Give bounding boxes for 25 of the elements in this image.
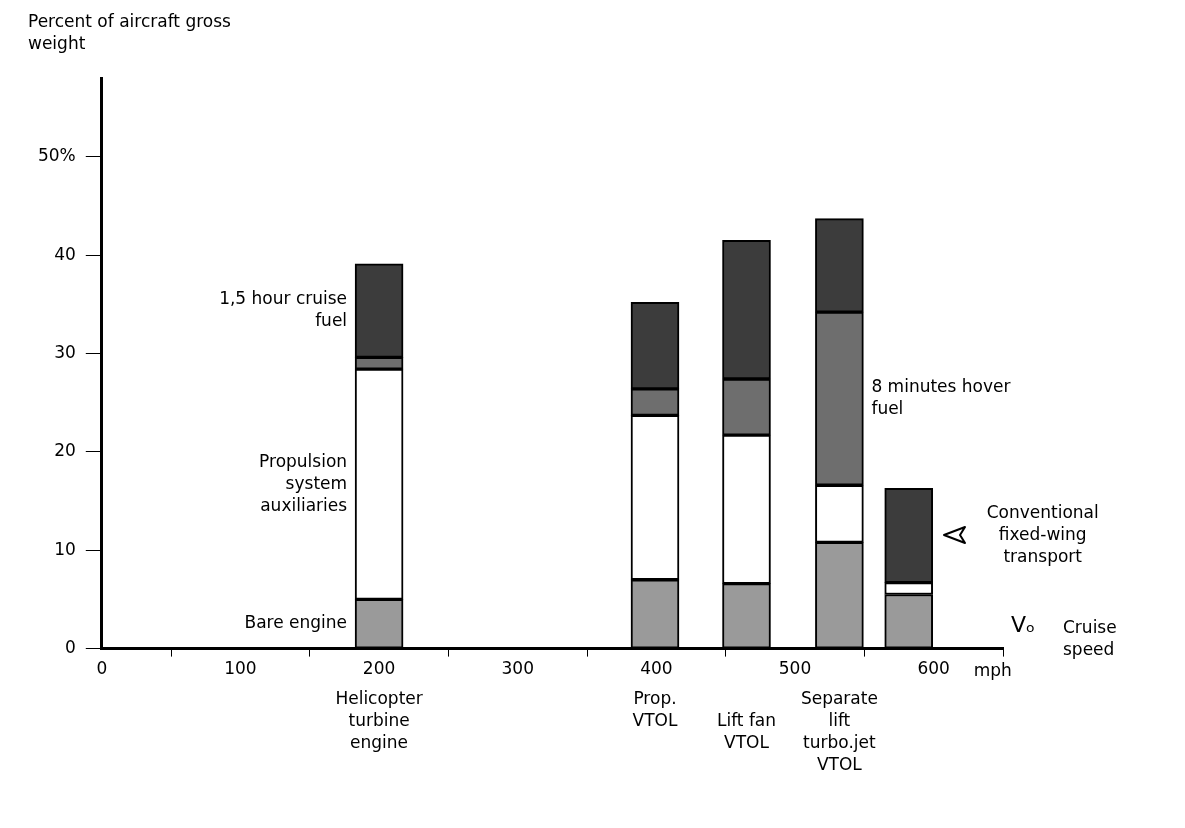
- x-tick-label: 100: [224, 658, 257, 679]
- x-tick-label: 600: [917, 658, 950, 679]
- text: mph: [973, 659, 1012, 680]
- text: Vₒ Cruise speed: [1011, 612, 1117, 660]
- x-tick-label: 300: [501, 658, 534, 679]
- x-tick-label: 0: [96, 658, 108, 679]
- text: Prop. VTOL: [632, 687, 678, 730]
- y-tick-label: 40: [54, 243, 76, 264]
- x-tick-label: 400: [640, 658, 673, 679]
- y-tick-label: 30: [54, 341, 76, 362]
- y-tick-label: 20: [54, 440, 76, 461]
- x-tick-label: 500: [778, 658, 812, 679]
- series-label: Bare engine: [244, 612, 348, 633]
- text: Lift fan VTOL: [716, 709, 777, 752]
- text: Helicopter turbine engine: [335, 687, 423, 752]
- text: Separate lift turbo.jet VTOL: [800, 687, 878, 774]
- x-tick-label: 200: [362, 658, 396, 679]
- y-tick-label: 10: [54, 538, 76, 559]
- y-axis-title: Percent of aircraft gross weight: [28, 10, 232, 53]
- y-tick-label: 0: [64, 637, 76, 658]
- y-tick-label: 50%: [37, 145, 76, 166]
- series-label: 8 minutes hover fuel: [871, 376, 1011, 419]
- series-label: Propulsion system auxiliaries: [259, 450, 348, 515]
- series-label: 1,5 hour cruise fuel: [219, 288, 348, 331]
- annotation: Conventional fixed-wing transport: [986, 501, 1099, 566]
